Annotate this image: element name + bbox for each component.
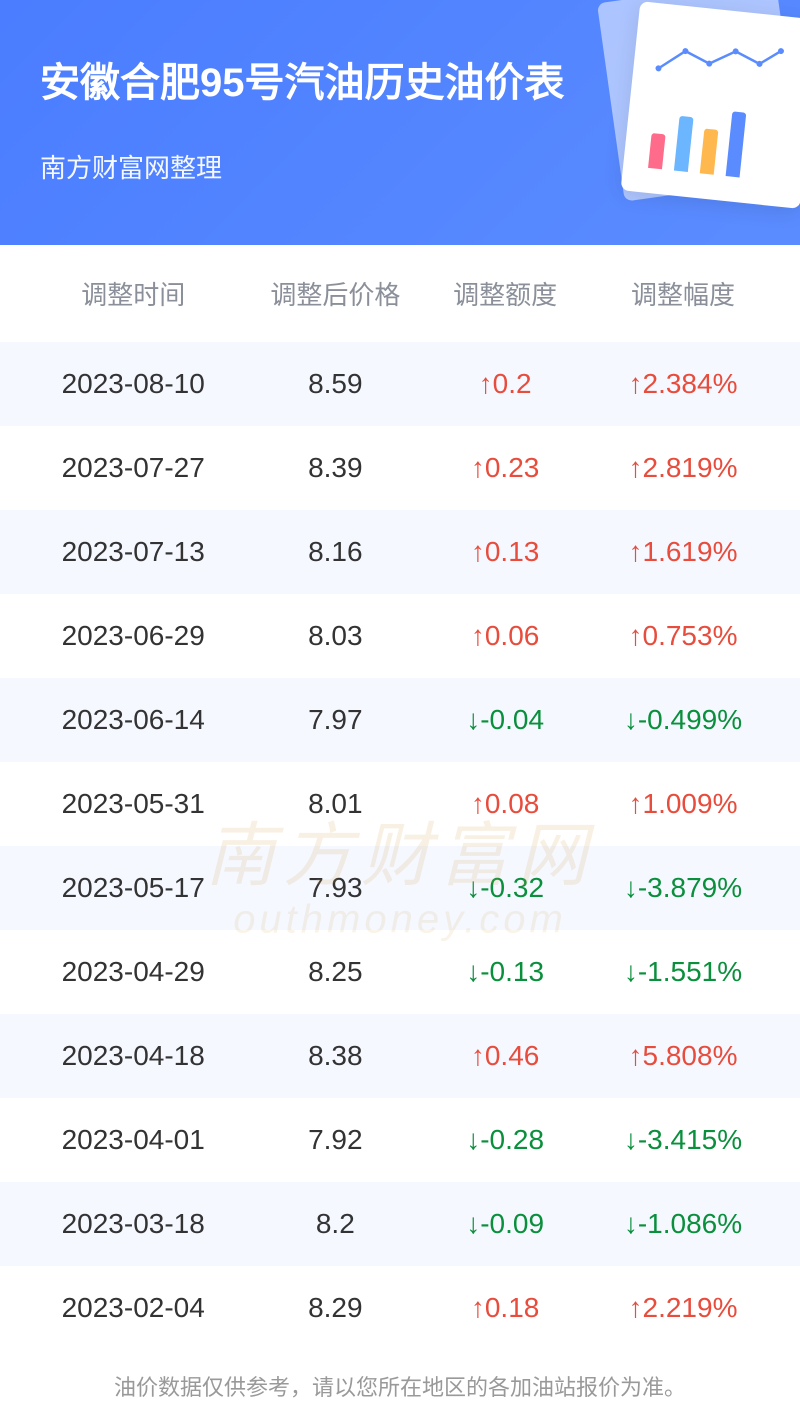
cell-price: 7.92 bbox=[246, 1124, 424, 1156]
page-subtitle: 南方财富网整理 bbox=[40, 148, 760, 185]
arrow-up-icon bbox=[629, 536, 643, 567]
cell-percent: 2.384% bbox=[586, 368, 780, 400]
cell-percent: -3.415% bbox=[586, 1124, 780, 1156]
cell-date: 2023-07-27 bbox=[20, 452, 246, 484]
cell-amount: 0.13 bbox=[424, 536, 586, 568]
cell-date: 2023-08-10 bbox=[20, 368, 246, 400]
cell-price: 8.03 bbox=[246, 620, 424, 652]
arrow-down-icon bbox=[624, 1124, 638, 1155]
arrow-down-icon bbox=[624, 1208, 638, 1239]
page-title: 安徽合肥95号汽油历史油价表 bbox=[40, 50, 760, 108]
cell-price: 8.59 bbox=[246, 368, 424, 400]
cell-date: 2023-04-18 bbox=[20, 1040, 246, 1072]
arrow-down-icon bbox=[466, 956, 480, 987]
table-row: 2023-08-108.590.22.384% bbox=[0, 342, 800, 426]
cell-amount: 0.23 bbox=[424, 452, 586, 484]
cell-price: 8.29 bbox=[246, 1292, 424, 1324]
cell-amount: -0.32 bbox=[424, 872, 586, 904]
cell-percent: -1.551% bbox=[586, 956, 780, 988]
cell-percent: -3.879% bbox=[586, 872, 780, 904]
arrow-up-icon bbox=[471, 620, 485, 651]
table-row: 2023-04-188.380.465.808% bbox=[0, 1014, 800, 1098]
cell-amount: -0.28 bbox=[424, 1124, 586, 1156]
col-header-percent: 调整幅度 bbox=[586, 275, 780, 312]
arrow-up-icon bbox=[629, 788, 643, 819]
cell-price: 7.93 bbox=[246, 872, 424, 904]
arrow-down-icon bbox=[466, 1124, 480, 1155]
cell-price: 8.01 bbox=[246, 788, 424, 820]
cell-percent: 2.819% bbox=[586, 452, 780, 484]
col-header-price: 调整后价格 bbox=[246, 275, 424, 312]
cell-percent: 0.753% bbox=[586, 620, 780, 652]
cell-amount: 0.2 bbox=[424, 368, 586, 400]
cell-amount: 0.06 bbox=[424, 620, 586, 652]
arrow-down-icon bbox=[624, 956, 638, 987]
arrow-up-icon bbox=[629, 368, 643, 399]
cell-amount: 0.18 bbox=[424, 1292, 586, 1324]
cell-date: 2023-02-04 bbox=[20, 1292, 246, 1324]
table-row: 2023-04-017.92-0.28-3.415% bbox=[0, 1098, 800, 1182]
cell-date: 2023-04-01 bbox=[20, 1124, 246, 1156]
arrow-up-icon bbox=[471, 536, 485, 567]
cell-date: 2023-06-29 bbox=[20, 620, 246, 652]
cell-percent: 5.808% bbox=[586, 1040, 780, 1072]
cell-amount: -0.09 bbox=[424, 1208, 586, 1240]
arrow-down-icon bbox=[624, 704, 638, 735]
table-row: 2023-07-278.390.232.819% bbox=[0, 426, 800, 510]
table-row: 2023-05-177.93-0.32-3.879% bbox=[0, 846, 800, 930]
table-row: 2023-05-318.010.081.009% bbox=[0, 762, 800, 846]
table-row: 2023-02-048.290.182.219% bbox=[0, 1266, 800, 1350]
cell-percent: 1.619% bbox=[586, 536, 780, 568]
cell-percent: 2.219% bbox=[586, 1292, 780, 1324]
cell-price: 8.16 bbox=[246, 536, 424, 568]
cell-price: 7.97 bbox=[246, 704, 424, 736]
arrow-down-icon bbox=[466, 704, 480, 735]
cell-date: 2023-05-31 bbox=[20, 788, 246, 820]
arrow-up-icon bbox=[471, 452, 485, 483]
cell-amount: -0.13 bbox=[424, 956, 586, 988]
cell-percent: -0.499% bbox=[586, 704, 780, 736]
arrow-down-icon bbox=[466, 872, 480, 903]
col-header-amount: 调整额度 bbox=[424, 275, 586, 312]
arrow-up-icon bbox=[629, 620, 643, 651]
arrow-up-icon bbox=[629, 452, 643, 483]
cell-price: 8.38 bbox=[246, 1040, 424, 1072]
table-row: 2023-03-188.2-0.09-1.086% bbox=[0, 1182, 800, 1266]
arrow-up-icon bbox=[479, 368, 493, 399]
price-table: 调整时间 调整后价格 调整额度 调整幅度 2023-08-108.590.22.… bbox=[0, 245, 800, 1350]
cell-amount: 0.46 bbox=[424, 1040, 586, 1072]
arrow-up-icon bbox=[471, 1292, 485, 1323]
header-decoration bbox=[550, 0, 800, 245]
cell-date: 2023-07-13 bbox=[20, 536, 246, 568]
table-row: 2023-06-298.030.060.753% bbox=[0, 594, 800, 678]
cell-price: 8.39 bbox=[246, 452, 424, 484]
table-row: 2023-07-138.160.131.619% bbox=[0, 510, 800, 594]
header: 安徽合肥95号汽油历史油价表 南方财富网整理 bbox=[0, 0, 800, 245]
cell-price: 8.2 bbox=[246, 1208, 424, 1240]
cell-date: 2023-04-29 bbox=[20, 956, 246, 988]
arrow-up-icon bbox=[629, 1292, 643, 1323]
cell-percent: 1.009% bbox=[586, 788, 780, 820]
col-header-date: 调整时间 bbox=[20, 275, 246, 312]
arrow-down-icon bbox=[466, 1208, 480, 1239]
cell-date: 2023-03-18 bbox=[20, 1208, 246, 1240]
footer-disclaimer: 油价数据仅供参考，请以您所在地区的各加油站报价为准。 bbox=[0, 1350, 800, 1422]
cell-amount: -0.04 bbox=[424, 704, 586, 736]
cell-date: 2023-06-14 bbox=[20, 704, 246, 736]
arrow-up-icon bbox=[471, 1040, 485, 1071]
cell-amount: 0.08 bbox=[424, 788, 586, 820]
table-body: 2023-08-108.590.22.384%2023-07-278.390.2… bbox=[0, 342, 800, 1350]
cell-percent: -1.086% bbox=[586, 1208, 780, 1240]
table-row: 2023-06-147.97-0.04-0.499% bbox=[0, 678, 800, 762]
cell-price: 8.25 bbox=[246, 956, 424, 988]
table-header: 调整时间 调整后价格 调整额度 调整幅度 bbox=[0, 245, 800, 342]
table-row: 2023-04-298.25-0.13-1.551% bbox=[0, 930, 800, 1014]
arrow-down-icon bbox=[624, 872, 638, 903]
arrow-up-icon bbox=[471, 788, 485, 819]
cell-date: 2023-05-17 bbox=[20, 872, 246, 904]
arrow-up-icon bbox=[629, 1040, 643, 1071]
